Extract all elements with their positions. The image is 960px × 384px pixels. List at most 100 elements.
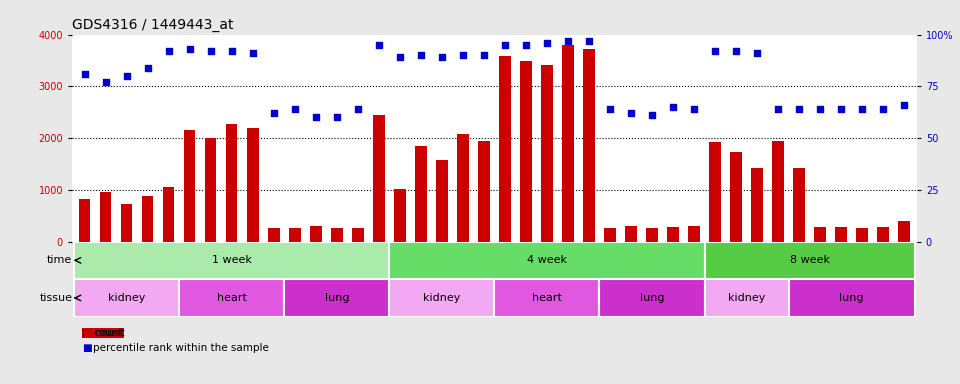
Bar [373,115,385,242]
Bar [773,141,784,242]
Point [350,106,366,112]
Bar [788,279,915,317]
Bar [310,226,322,242]
Text: tissue: tissue [39,293,72,303]
Point [686,106,702,112]
Point [665,104,681,110]
Text: GDS4316 / 1449443_at: GDS4316 / 1449443_at [72,18,233,32]
Point [540,40,555,46]
Point [771,106,786,112]
Point [413,52,428,58]
Bar [247,128,258,242]
Point [897,102,912,108]
Bar [688,226,700,242]
Bar [499,56,511,242]
Point [518,42,534,48]
Text: kidney: kidney [728,293,765,303]
Bar [226,124,237,242]
Bar [705,242,915,279]
Bar [520,61,532,242]
Bar [856,228,868,242]
Bar [390,279,494,317]
Point [140,65,156,71]
Text: lung: lung [324,293,349,303]
Point [287,106,302,112]
Bar [184,130,196,242]
Bar [142,196,154,242]
Point [266,110,281,116]
Bar [814,227,826,242]
Bar [835,227,847,242]
Bar [415,146,426,242]
Point [623,110,638,116]
Point [372,42,387,48]
Text: time: time [47,255,72,265]
Text: ■ count: ■ count [82,328,124,338]
Point [644,112,660,118]
Bar [494,279,599,317]
Point [329,114,345,121]
Point [245,50,260,56]
Point [854,106,870,112]
Text: lung: lung [639,293,664,303]
Point [119,73,134,79]
Bar [289,228,300,242]
Point [224,48,239,54]
Point [708,48,723,54]
Point [833,106,849,112]
Bar [352,228,364,242]
Text: count: count [93,328,123,338]
Bar [541,65,553,242]
Bar [752,168,763,242]
Point [392,54,407,60]
Point [602,106,617,112]
Bar [457,134,468,242]
Bar [74,242,390,279]
Bar [284,279,390,317]
Bar [331,228,343,242]
Text: kidney: kidney [423,293,461,303]
Bar [604,228,615,242]
Text: 4 week: 4 week [527,255,567,265]
Point [161,48,177,54]
Bar [74,279,180,317]
Point [182,46,198,52]
Point [308,114,324,121]
Bar [709,142,721,242]
Point [203,48,218,54]
Point [729,48,744,54]
Text: heart: heart [217,293,247,303]
Point [98,79,113,85]
Text: kidney: kidney [108,293,145,303]
Bar [646,228,658,242]
Bar [667,227,679,242]
Bar [793,167,804,242]
Bar [877,227,889,242]
Text: 8 week: 8 week [790,255,829,265]
Bar [899,221,910,242]
Bar [204,138,216,242]
Bar [625,226,636,242]
Bar [121,204,132,242]
Bar [583,48,595,242]
Point [582,38,597,44]
Bar [100,192,111,242]
Bar [180,279,284,317]
Bar [731,152,742,242]
Bar [163,187,175,242]
Text: ■: ■ [82,328,91,338]
Text: ■: ■ [82,343,91,353]
Point [561,38,576,44]
Point [812,106,828,112]
Point [876,106,891,112]
Text: heart: heart [532,293,562,303]
Point [77,71,92,77]
Text: percentile rank within the sample: percentile rank within the sample [93,343,269,353]
Text: lung: lung [839,293,864,303]
Point [497,42,513,48]
Bar [599,279,705,317]
Bar [394,189,406,242]
Bar [436,160,447,242]
Point [791,106,806,112]
Point [434,54,449,60]
